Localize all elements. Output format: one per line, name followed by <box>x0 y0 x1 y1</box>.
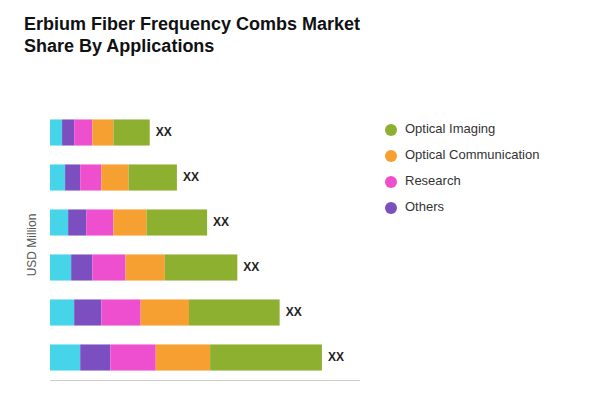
bar-segment <box>147 209 207 235</box>
legend-marker <box>385 124 397 136</box>
bar-segment <box>113 119 149 145</box>
bar-segment <box>50 344 80 370</box>
bar-annotation: XX <box>183 170 199 184</box>
bar-segment <box>92 119 113 145</box>
bar-segment <box>189 299 280 325</box>
bar-segment <box>80 344 110 370</box>
bar-annotation: XX <box>156 125 172 139</box>
legend-marker <box>385 150 397 162</box>
bar-segment <box>50 254 71 280</box>
bar-segment <box>62 119 74 145</box>
bar-segment <box>126 254 165 280</box>
bar-annotation: XX <box>286 305 302 319</box>
bar-annotation: XX <box>328 350 344 364</box>
bar-segment <box>210 344 322 370</box>
chart: Erbium Fiber Frequency Combs MarketShare… <box>0 0 600 400</box>
legend-label: Optical Communication <box>405 147 539 162</box>
legend-label: Optical Imaging <box>405 121 495 136</box>
bar-segment <box>50 119 62 145</box>
title: Erbium Fiber Frequency Combs MarketShare… <box>24 14 360 56</box>
bar-segment <box>71 254 92 280</box>
bar-segment <box>165 254 238 280</box>
legend-marker <box>385 202 397 214</box>
bar-segment <box>65 164 80 190</box>
bar-segment <box>110 344 155 370</box>
bars <box>50 119 322 370</box>
legend-label: Research <box>405 173 461 188</box>
x-axis-line <box>50 380 360 381</box>
bar-segment <box>129 164 177 190</box>
title-line: Erbium Fiber Frequency Combs Market <box>24 14 360 34</box>
bar-segment <box>74 299 101 325</box>
bar-segment <box>80 164 101 190</box>
bar-annotation: XX <box>213 215 229 229</box>
legend-label: Others <box>405 199 445 214</box>
bar-segment <box>86 209 113 235</box>
bar-segment <box>68 209 86 235</box>
bar-segment <box>50 209 68 235</box>
bar-segment <box>92 254 125 280</box>
legend-marker <box>385 176 397 188</box>
y-axis-label: USD Million <box>25 214 39 277</box>
bar-segment <box>50 164 65 190</box>
bar-segment <box>156 344 210 370</box>
legend: Optical Imaging Optical Communication Rese… <box>385 121 539 214</box>
bar-segment <box>50 299 74 325</box>
bar-segment <box>141 299 189 325</box>
bar-segment <box>74 119 92 145</box>
bar-annotation: XX <box>243 260 259 274</box>
title-line: Share By Applications <box>24 36 214 56</box>
bar-segment <box>101 299 140 325</box>
bar-segment <box>101 164 128 190</box>
bar-segment <box>113 209 146 235</box>
